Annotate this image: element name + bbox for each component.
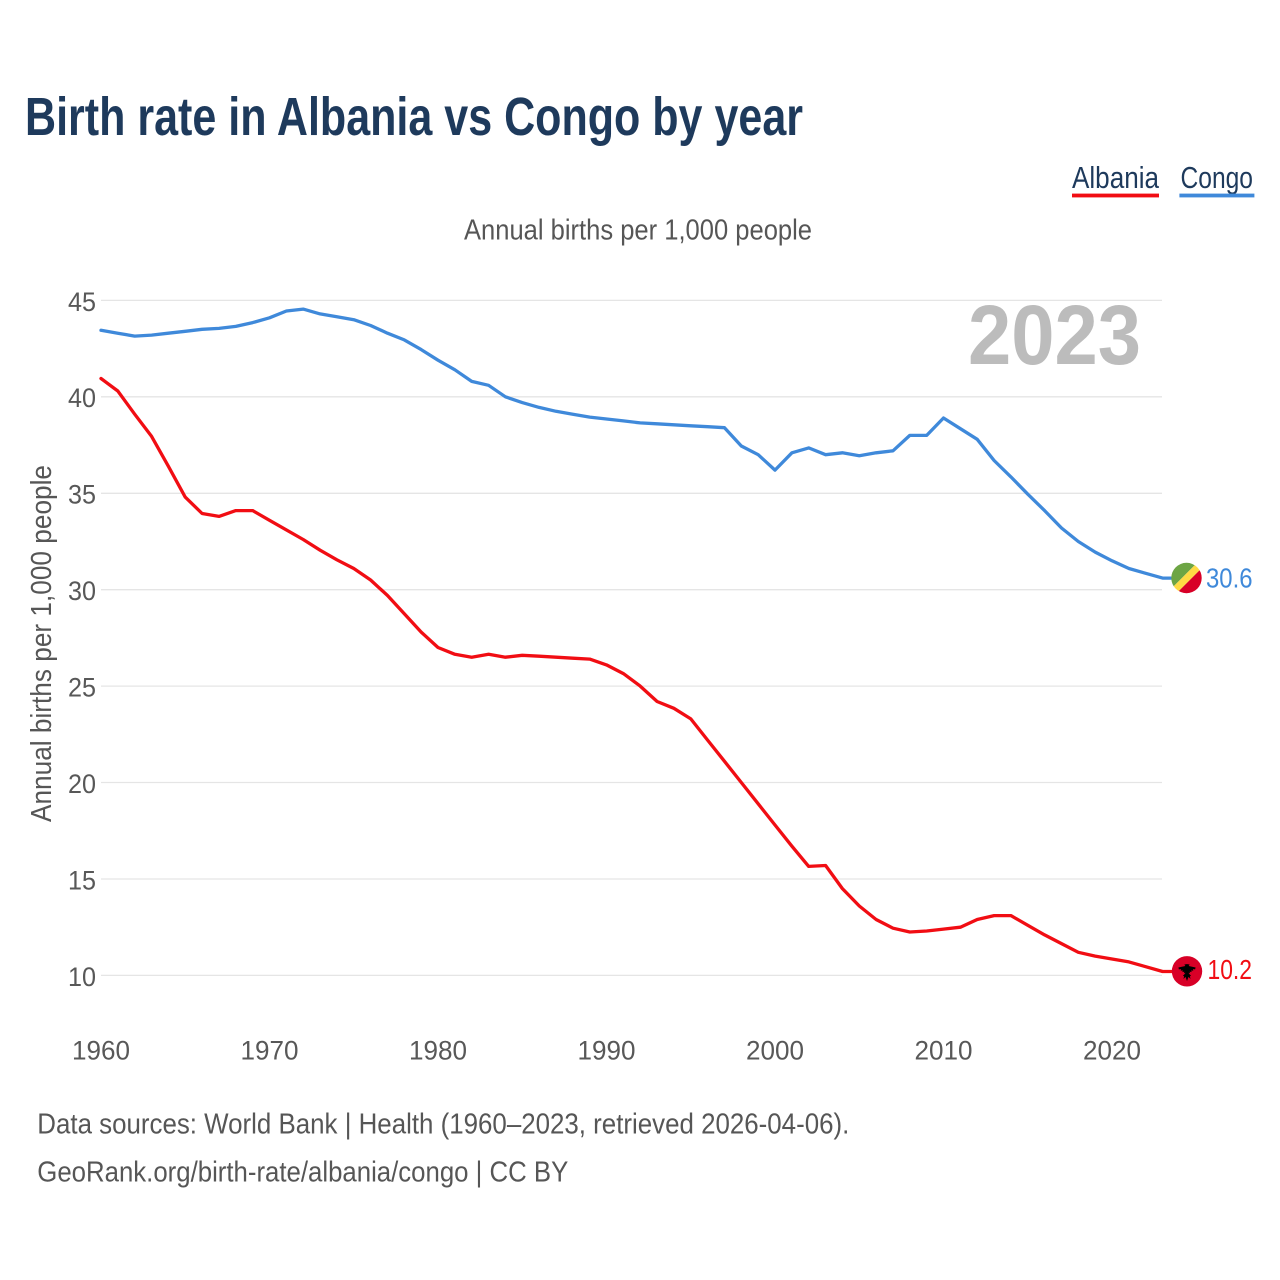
svg-text:45: 45 [68, 287, 96, 317]
svg-text:GeoRank.org/birth-rate/albania: GeoRank.org/birth-rate/albania/congo | C… [37, 1157, 568, 1189]
svg-text:2000: 2000 [746, 1036, 804, 1066]
svg-text:1980: 1980 [409, 1036, 467, 1066]
svg-text:15: 15 [68, 865, 96, 895]
svg-text:Albania: Albania [1072, 160, 1160, 195]
svg-text:Data sources: World Bank | Hea: Data sources: World Bank | Health (1960–… [37, 1109, 849, 1141]
svg-text:20: 20 [68, 769, 96, 799]
svg-text:1960: 1960 [72, 1036, 130, 1066]
svg-text:2023: 2023 [968, 288, 1141, 382]
svg-text:10: 10 [68, 962, 96, 992]
svg-text:Congo: Congo [1181, 160, 1254, 195]
svg-text:40: 40 [68, 383, 96, 413]
svg-text:Annual births per 1,000 people: Annual births per 1,000 people [464, 214, 812, 246]
svg-text:2020: 2020 [1083, 1036, 1141, 1066]
svg-text:30.6: 30.6 [1206, 562, 1253, 593]
svg-text:2010: 2010 [915, 1036, 973, 1066]
svg-text:Birth rate in Albania vs Congo: Birth rate in Albania vs Congo by year [25, 87, 803, 147]
svg-text:10.2: 10.2 [1208, 954, 1253, 985]
svg-text:35: 35 [68, 480, 96, 510]
svg-text:Annual births per 1,000 people: Annual births per 1,000 people [26, 465, 58, 822]
svg-text:25: 25 [68, 673, 96, 703]
svg-text:1990: 1990 [578, 1036, 636, 1066]
svg-text:30: 30 [68, 576, 96, 606]
svg-text:1970: 1970 [241, 1036, 299, 1066]
